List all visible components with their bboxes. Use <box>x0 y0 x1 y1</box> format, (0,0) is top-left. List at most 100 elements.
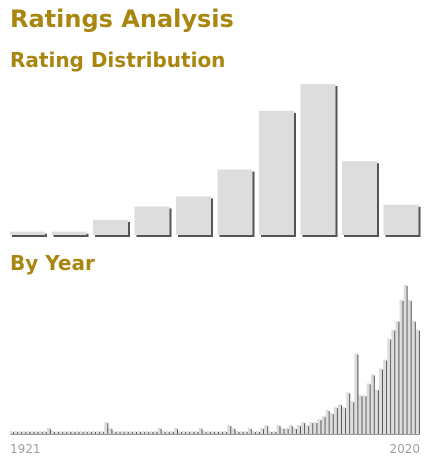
year-bar <box>157 428 161 434</box>
rating-bar <box>342 161 377 235</box>
year-bar <box>10 431 13 434</box>
rating-distribution-title: Rating Distribution <box>10 48 226 72</box>
rating-bar <box>93 219 128 235</box>
year-bar <box>313 422 317 434</box>
year-bar <box>305 425 309 434</box>
year-bar <box>301 422 305 434</box>
year-bar <box>370 374 374 434</box>
rating-bar <box>10 231 45 235</box>
year-bar <box>96 431 100 434</box>
year-bar <box>83 431 87 434</box>
year-bar <box>202 431 206 434</box>
year-bar <box>411 320 415 434</box>
x-tick-label-start: 1921 <box>10 442 41 456</box>
year-bar <box>165 431 169 434</box>
year-bar <box>38 431 42 434</box>
year-bar <box>383 359 387 434</box>
year-bar <box>288 425 292 434</box>
year-bar <box>366 383 370 434</box>
by-year-chart: 1921 2020 <box>10 285 420 456</box>
year-bar <box>120 431 124 434</box>
year-bar <box>198 428 202 434</box>
year-bar <box>108 428 112 434</box>
year-bar <box>79 431 83 434</box>
year-bar <box>26 431 30 434</box>
year-bar <box>210 431 214 434</box>
year-bar <box>116 431 120 434</box>
year-bar <box>100 431 104 434</box>
year-bar <box>231 428 235 434</box>
year-bar <box>59 431 63 434</box>
year-bar <box>63 431 67 434</box>
year-bar <box>272 431 276 434</box>
page-title: Ratings Analysis <box>10 5 234 33</box>
year-bar <box>178 431 182 434</box>
rating-bar-shadow <box>12 233 47 237</box>
rating-bar <box>383 204 419 235</box>
year-bar <box>149 431 153 434</box>
year-bar <box>18 431 22 434</box>
year-bar <box>256 431 259 434</box>
year-bar <box>219 431 223 434</box>
year-bar <box>14 431 18 434</box>
year-bar <box>239 431 243 434</box>
year-bar <box>325 410 329 434</box>
year-bar <box>329 413 333 434</box>
year-bar <box>34 431 38 434</box>
year-bar <box>153 431 157 434</box>
year-bar <box>268 431 272 434</box>
year-bar <box>292 428 296 434</box>
rating-bar <box>51 231 87 235</box>
year-bar <box>190 431 194 434</box>
year-bar <box>145 431 149 434</box>
year-bar <box>362 395 366 434</box>
year-bar <box>264 425 268 434</box>
year-bar <box>169 431 173 434</box>
year-bar <box>407 299 411 434</box>
year-bar <box>137 431 141 434</box>
year-bar <box>223 431 227 434</box>
year-bar <box>247 428 251 434</box>
year-bar <box>112 431 116 434</box>
x-tick-label-end: 2020 <box>389 442 420 456</box>
year-bar <box>30 431 34 434</box>
year-bar <box>374 389 378 434</box>
year-bar <box>174 428 177 434</box>
year-bar <box>87 431 91 434</box>
rating-bar <box>300 84 336 235</box>
year-bar <box>71 431 75 434</box>
year-bar <box>206 431 210 434</box>
year-bar <box>55 431 59 434</box>
year-bar <box>141 431 145 434</box>
year-bar <box>317 419 321 434</box>
rating-bar <box>259 110 294 235</box>
year-bar <box>395 320 399 434</box>
year-bar <box>415 329 419 434</box>
year-bar <box>379 368 382 434</box>
rating-distribution-chart <box>10 84 421 237</box>
year-bar <box>342 407 346 434</box>
year-bar <box>338 404 341 434</box>
year-bar <box>309 422 313 434</box>
year-bar <box>358 395 362 434</box>
year-bar <box>346 392 350 434</box>
year-bar <box>92 431 95 434</box>
year-bar <box>350 401 354 434</box>
year-bar <box>297 425 300 434</box>
year-bar <box>391 329 395 434</box>
year-bar <box>51 431 54 434</box>
rating-bar-shadow <box>53 233 89 237</box>
year-bar <box>182 431 186 434</box>
year-bar <box>333 407 337 434</box>
year-bar <box>260 428 264 434</box>
year-bar <box>104 422 108 434</box>
year-bar <box>251 431 255 434</box>
year-bar <box>321 416 325 434</box>
year-bar <box>354 353 358 434</box>
rating-bar <box>134 206 170 235</box>
year-bar <box>124 431 128 434</box>
year-bar <box>46 428 50 434</box>
year-bar <box>280 428 284 434</box>
rating-bar <box>176 196 211 235</box>
year-bar <box>284 428 288 434</box>
